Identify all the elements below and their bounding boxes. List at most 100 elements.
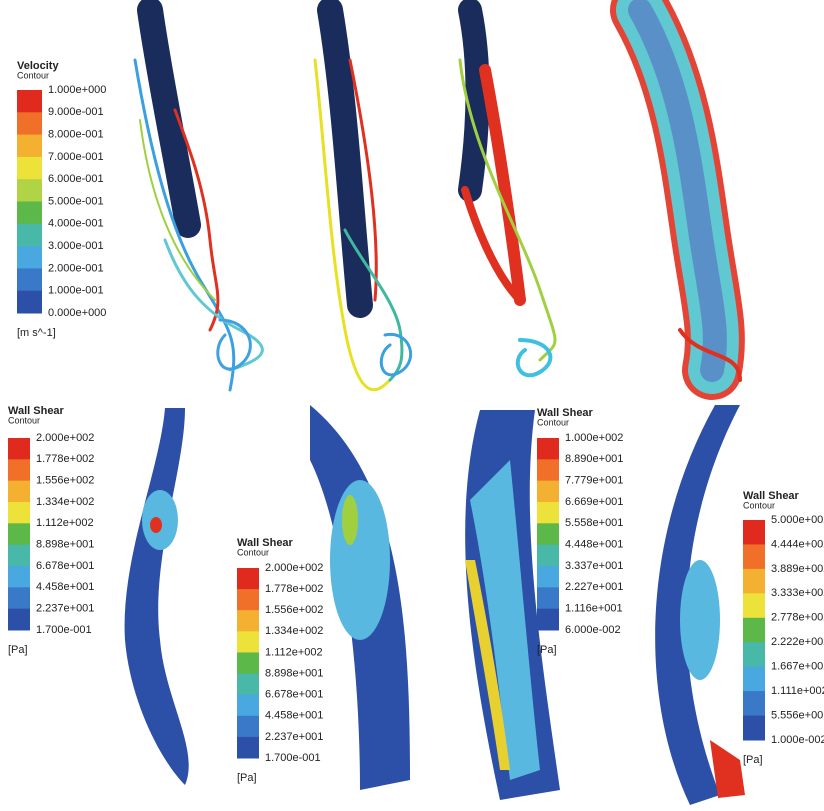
legend-title: Wall Shear [743,490,800,502]
color-band [8,502,30,524]
legend-label: 1.778e+002 [265,583,323,595]
legend-label: 7.779e+001 [565,475,623,487]
legend-unit: [Pa] [537,644,557,656]
legend-unit: [Pa] [8,644,28,656]
legend-label: 2.000e+002 [36,432,94,444]
color-band [17,223,42,247]
legend-label: 1.112e+002 [265,646,323,658]
legend-label: 9.000e-001 [48,106,104,118]
legend-label: 3.333e+002 [771,587,824,599]
color-band [17,201,42,225]
legend-label: 2.000e+002 [265,562,323,574]
color-band [743,593,765,619]
color-band [237,568,259,590]
legend-label: 8.898e+001 [265,667,323,679]
color-band [17,112,42,136]
color-band [237,610,259,632]
legend-label: 1.000e+000 [48,84,106,96]
legend-label: 8.000e-001 [48,129,104,141]
color-band [743,715,765,741]
color-band [8,544,30,567]
color-band [743,568,765,594]
legend-label: 6.000e-001 [48,173,104,185]
color-band [537,502,559,524]
legend-label: 1.000e+002 [565,432,623,444]
color-band [17,134,42,158]
legend-unit: [m s^-1] [17,327,56,339]
legend-label: 6.000e-002 [565,624,621,636]
legend-label: 4.444e+002 [771,538,824,550]
color-band [17,156,42,180]
color-band [237,715,259,738]
legend-label: 6.669e+001 [565,496,623,508]
legend-label: 1.000e-002 [771,734,824,746]
legend-unit: [Pa] [237,772,257,784]
color-band [8,480,30,503]
legend-unit: [Pa] [743,754,763,766]
legend-label: 5.558e+001 [565,517,623,529]
legend-label: 1.116e+001 [565,603,623,615]
color-band [743,520,765,545]
color-band [743,666,765,692]
legend-label: 0.000e+000 [48,307,106,319]
color-band [237,652,259,675]
legend-label: 1.334e+002 [36,496,94,508]
legend-label: 4.458e+001 [36,581,94,593]
legend-title: Velocity [17,60,59,72]
legend-label: 1.778e+002 [36,453,94,465]
legend-label: 2.237e+001 [36,603,94,615]
legend-label: 5.000e+002 [771,514,824,526]
legend-label: 6.678e+001 [36,560,94,572]
color-band [743,642,765,668]
legend-title: Wall Shear [8,405,65,417]
legend-label: 2.778e+002 [771,612,824,624]
color-band [8,608,30,631]
color-band [537,438,559,460]
legend-title: Wall Shear [237,537,294,549]
wall-shear-contours [124,405,745,805]
color-band [8,587,30,610]
velocity-streamlines [133,0,745,400]
color-band [537,587,559,610]
color-band [237,631,259,653]
legend-label: 1.700e-001 [265,752,321,764]
color-band [17,290,42,314]
legend-label: 5.556e+001 [771,709,824,721]
color-band [237,736,259,759]
legend-label: 1.334e+002 [265,625,323,637]
color-band [237,694,259,717]
legend-label: 4.000e-001 [48,218,104,230]
color-band [743,691,765,717]
color-band [537,459,559,482]
legend-label: 6.678e+001 [265,689,323,701]
color-band [537,480,559,503]
color-band [8,523,30,546]
legend-subtitle: Contour [17,70,49,80]
legend-label: 1.667e+002 [771,661,824,673]
legend-label: 1.000e-001 [48,285,104,297]
legend-subtitle: Contour [743,500,775,510]
color-band [237,673,259,696]
legend-label: 8.898e+001 [36,539,94,551]
legend-label: 2.222e+002 [771,636,824,648]
legend-subtitle: Contour [8,415,40,425]
color-band [8,459,30,482]
legend-subtitle: Contour [537,417,569,427]
legend-label: 4.458e+001 [265,710,323,722]
legend-label: 1.556e+002 [36,475,94,487]
legends: VelocityContour1.000e+0009.000e-0018.000… [8,60,824,784]
color-band [537,544,559,567]
color-band [743,617,765,643]
color-band [8,438,30,460]
legend-subtitle: Contour [237,547,269,557]
color-band [8,566,30,588]
legend-label: 1.112e+002 [36,517,94,529]
color-band [17,179,42,202]
color-band [537,523,559,546]
color-band [17,90,42,113]
legend-label: 1.700e-001 [36,624,92,636]
legend-label: 7.000e-001 [48,151,104,163]
legend-label: 5.000e-001 [48,195,104,207]
